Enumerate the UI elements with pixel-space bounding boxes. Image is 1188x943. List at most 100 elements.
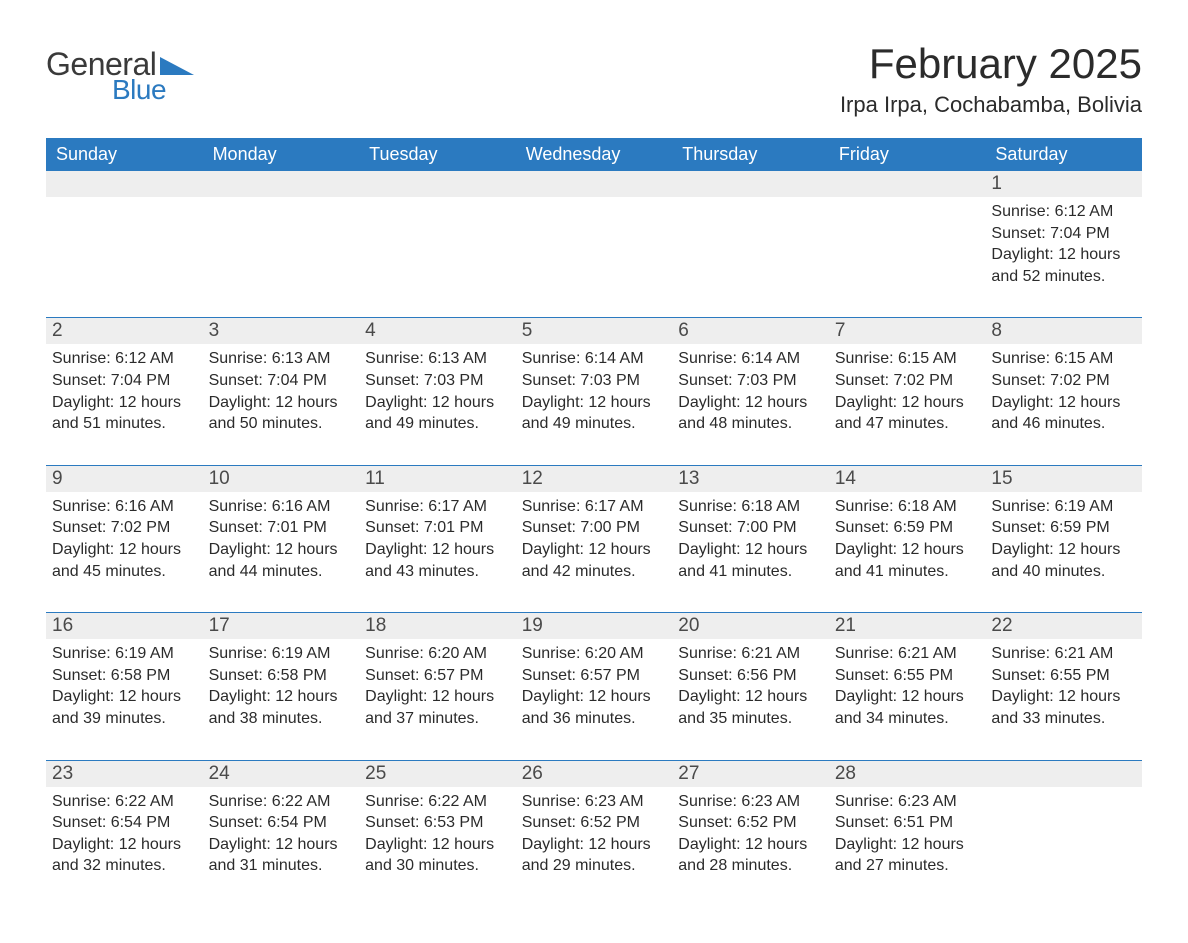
- day-d1: Daylight: 12 hours: [52, 539, 193, 561]
- day-ss: Sunset: 6:52 PM: [522, 812, 663, 834]
- day-d1: Daylight: 12 hours: [522, 834, 663, 856]
- day-d1: Daylight: 12 hours: [365, 392, 506, 414]
- day-number: 27: [672, 761, 829, 787]
- day-cell: 26 Sunrise: 6:23 AMSunset: 6:52 PMDayligh…: [516, 761, 673, 883]
- day-sr: Sunrise: 6:14 AM: [678, 348, 819, 370]
- day-number: 26: [516, 761, 673, 787]
- day-detail: Sunrise: 6:12 AMSunset: 7:04 PMDaylight:…: [991, 201, 1132, 287]
- day-cell: 19Sunrise: 6:20 AMSunset: 6:57 PMDayligh…: [516, 613, 673, 735]
- day-detail: Sunrise: 6:22 AMSunset: 6:54 PMDaylight:…: [209, 791, 350, 877]
- dow-sunday: Sunday: [46, 138, 203, 171]
- day-ss: Sunset: 6:57 PM: [365, 665, 506, 687]
- day-sr: Sunrise: 6:21 AM: [835, 643, 976, 665]
- day-sr: Sunrise: 6:13 AM: [365, 348, 506, 370]
- day-cell: 23 Sunrise: 6:22 AMSunset: 6:54 PMDayligh…: [46, 761, 203, 883]
- day-d1: Daylight: 12 hours: [209, 834, 350, 856]
- dow-wednesday: Wednesday: [516, 138, 673, 171]
- day-cell: 4Sunrise: 6:13 AMSunset: 7:03 PMDaylight…: [359, 318, 516, 440]
- day-d1: Daylight: 12 hours: [209, 392, 350, 414]
- day-detail: Sunrise: 6:18 AMSunset: 6:59 PMDaylight:…: [835, 496, 976, 582]
- day-d2: and 50 minutes.: [209, 413, 350, 435]
- day-d2: and 33 minutes.: [991, 708, 1132, 730]
- day-cell: 27Sunrise: 6:23 AMSunset: 6:52 PMDayligh…: [672, 761, 829, 883]
- day-d1: Daylight: 12 hours: [522, 539, 663, 561]
- day-number: 16: [46, 613, 203, 639]
- day-cell: 13Sunrise: 6:18 AMSunset: 7:00 PMDayligh…: [672, 466, 829, 588]
- day-number: 2: [46, 318, 203, 344]
- day-sr: Sunrise: 6:22 AM: [52, 791, 193, 813]
- day-number: [516, 171, 673, 197]
- day-d2: and 34 minutes.: [835, 708, 976, 730]
- day-ss: Sunset: 6:51 PM: [835, 812, 976, 834]
- day-ss: Sunset: 7:02 PM: [991, 370, 1132, 392]
- day-d2: and 47 minutes.: [835, 413, 976, 435]
- day-detail: Sunrise: 6:19 AMSunset: 6:58 PMDaylight:…: [52, 643, 193, 729]
- day-ss: Sunset: 7:03 PM: [365, 370, 506, 392]
- day-number: 21: [829, 613, 986, 639]
- week-row: 23Sunrise: 6:22 AMSunset: 6:54 PMDayligh…: [46, 760, 1142, 883]
- week-row: 1 Sunrise: 6:12 AMSunset: 7:04 PMDaylight…: [46, 171, 1142, 293]
- day-detail: Sunrise: 6:21 AMSunset: 6:56 PMDaylight:…: [678, 643, 819, 729]
- day-detail: Sunrise: 6:13 AMSunset: 7:04 PMDaylight:…: [209, 348, 350, 434]
- day-d1: Daylight: 12 hours: [991, 392, 1132, 414]
- day-number: 3: [203, 318, 360, 344]
- day-detail: Sunrise: 6:23 AMSunset: 6:52 PMDaylight:…: [522, 791, 663, 877]
- day-cell-empty: [46, 171, 203, 293]
- day-cell-empty: [985, 761, 1142, 883]
- day-cell-empty: [359, 171, 516, 293]
- day-number: [46, 171, 203, 197]
- day-cell: 20Sunrise: 6:21 AMSunset: 6:56 PMDayligh…: [672, 613, 829, 735]
- day-number: 25: [359, 761, 516, 787]
- day-cell: 24 Sunrise: 6:22 AMSunset: 6:54 PMDayligh…: [203, 761, 360, 883]
- day-number: [359, 171, 516, 197]
- day-sr: Sunrise: 6:15 AM: [991, 348, 1132, 370]
- day-detail: Sunrise: 6:15 AMSunset: 7:02 PMDaylight:…: [991, 348, 1132, 434]
- day-sr: Sunrise: 6:14 AM: [522, 348, 663, 370]
- day-number: 7: [829, 318, 986, 344]
- day-cell: 8Sunrise: 6:15 AMSunset: 7:02 PMDaylight…: [985, 318, 1142, 440]
- day-d1: Daylight: 12 hours: [52, 392, 193, 414]
- day-d1: Daylight: 12 hours: [365, 686, 506, 708]
- day-detail: Sunrise: 6:19 AMSunset: 6:59 PMDaylight:…: [991, 496, 1132, 582]
- day-ss: Sunset: 6:57 PM: [522, 665, 663, 687]
- day-d1: Daylight: 12 hours: [835, 834, 976, 856]
- day-d1: Daylight: 12 hours: [365, 834, 506, 856]
- day-sr: Sunrise: 6:23 AM: [522, 791, 663, 813]
- title-block: February 2025 Irpa Irpa, Cochabamba, Bol…: [840, 40, 1142, 130]
- day-cell: 10Sunrise: 6:16 AMSunset: 7:01 PMDayligh…: [203, 466, 360, 588]
- week-row: 2Sunrise: 6:12 AMSunset: 7:04 PMDaylight…: [46, 317, 1142, 440]
- day-number: 1: [985, 171, 1142, 197]
- page-subtitle: Irpa Irpa, Cochabamba, Bolivia: [840, 92, 1142, 118]
- day-number: 24: [203, 761, 360, 787]
- day-ss: Sunset: 6:56 PM: [678, 665, 819, 687]
- dow-friday: Friday: [829, 138, 986, 171]
- day-sr: Sunrise: 6:22 AM: [209, 791, 350, 813]
- day-ss: Sunset: 7:04 PM: [209, 370, 350, 392]
- day-number: 6: [672, 318, 829, 344]
- day-ss: Sunset: 7:02 PM: [835, 370, 976, 392]
- day-d2: and 44 minutes.: [209, 561, 350, 583]
- day-ss: Sunset: 7:00 PM: [678, 517, 819, 539]
- day-d2: and 32 minutes.: [52, 855, 193, 877]
- day-sr: Sunrise: 6:18 AM: [678, 496, 819, 518]
- day-ss: Sunset: 6:55 PM: [991, 665, 1132, 687]
- day-d2: and 43 minutes.: [365, 561, 506, 583]
- day-d1: Daylight: 12 hours: [209, 686, 350, 708]
- day-d1: Daylight: 12 hours: [678, 686, 819, 708]
- day-cell: 15Sunrise: 6:19 AMSunset: 6:59 PMDayligh…: [985, 466, 1142, 588]
- day-d1: Daylight: 12 hours: [209, 539, 350, 561]
- day-d2: and 48 minutes.: [678, 413, 819, 435]
- day-cell: 25Sunrise: 6:22 AMSunset: 6:53 PMDayligh…: [359, 761, 516, 883]
- day-sr: Sunrise: 6:19 AM: [209, 643, 350, 665]
- day-d1: Daylight: 12 hours: [991, 244, 1132, 266]
- day-cell: 7Sunrise: 6:15 AMSunset: 7:02 PMDaylight…: [829, 318, 986, 440]
- day-detail: Sunrise: 6:22 AMSunset: 6:54 PMDaylight:…: [52, 791, 193, 877]
- day-sr: Sunrise: 6:19 AM: [991, 496, 1132, 518]
- day-d2: and 52 minutes.: [991, 266, 1132, 288]
- dow-tuesday: Tuesday: [359, 138, 516, 171]
- day-d1: Daylight: 12 hours: [991, 686, 1132, 708]
- day-number: 19: [516, 613, 673, 639]
- day-number: 23: [46, 761, 203, 787]
- day-d2: and 31 minutes.: [209, 855, 350, 877]
- day-d2: and 28 minutes.: [678, 855, 819, 877]
